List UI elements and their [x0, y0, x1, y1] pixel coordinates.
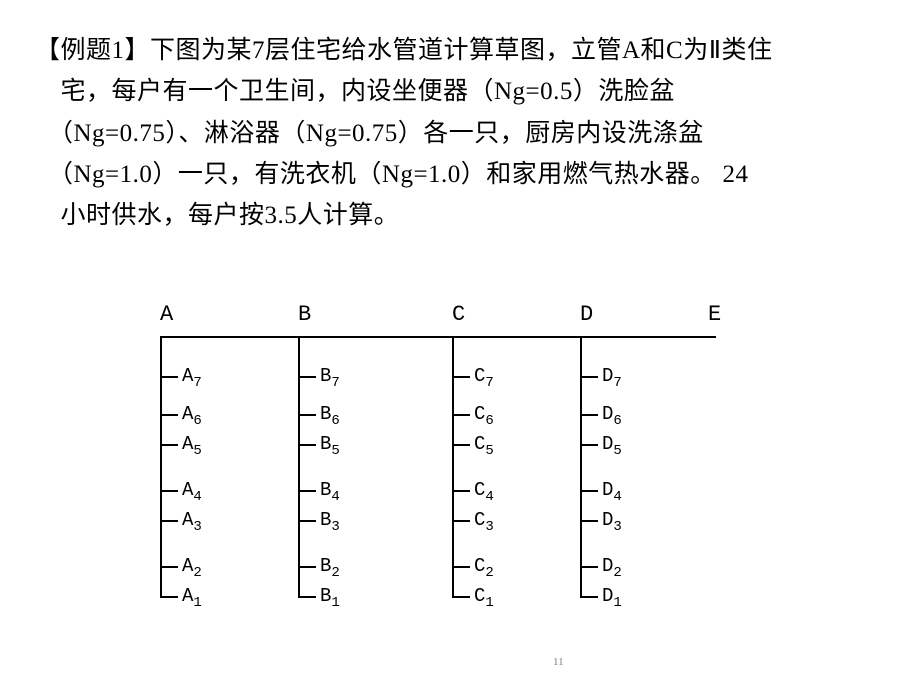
- branch-label: D1: [602, 585, 622, 611]
- problem-line: （Ng=1.0）一只，有洗衣机（Ng=1.0）和家用燃气热水器。 24: [35, 154, 885, 195]
- branch-label: D2: [602, 555, 622, 581]
- problem-text: 【例题1】下图为某7层住宅给水管道计算草图，立管A和C为Ⅱ类住 宅，每户有一个卫…: [35, 30, 885, 236]
- problem-line: （Ng=0.75）、淋浴器（Ng=0.75）各一只，厨房内设洗涤盆: [35, 113, 885, 154]
- branch-label: C1: [474, 585, 494, 611]
- header-label: C: [452, 302, 465, 327]
- branch-tick: [298, 490, 316, 492]
- problem-line: 【例题1】下图为某7层住宅给水管道计算草图，立管A和C为Ⅱ类住: [35, 30, 885, 71]
- branch-label: A2: [182, 555, 202, 581]
- branch-label: D3: [602, 509, 622, 535]
- problem-line: 宅，每户有一个卫生间，内设坐便器（Ng=0.5）洗脸盆: [35, 71, 885, 112]
- branch-label: C5: [474, 433, 494, 459]
- branch-tick: [580, 444, 598, 446]
- branch-tick: [580, 376, 598, 378]
- branch-tick: [452, 520, 470, 522]
- branch-tick: [580, 490, 598, 492]
- branch-tick: [298, 596, 316, 598]
- header-labels-row: A B C D E: [148, 302, 738, 334]
- branch-label: B7: [320, 365, 340, 391]
- branch-label: A4: [182, 479, 202, 505]
- piping-diagram: A B C D E A7 A6 A5 A4 A3 A2 A1 B7 B6 B5 B4 B3 B2 B1 C7 C6 C5…: [148, 302, 738, 656]
- branch-tick: [160, 596, 178, 598]
- branch-tick: [160, 490, 178, 492]
- branch-label: A1: [182, 585, 202, 611]
- branch-label: A7: [182, 365, 202, 391]
- branch-tick: [452, 490, 470, 492]
- main-horizontal-pipe: [160, 336, 716, 338]
- branch-tick: [160, 376, 178, 378]
- branch-tick: [580, 520, 598, 522]
- branch-label: B6: [320, 403, 340, 429]
- riser-vertical-line: [580, 336, 582, 596]
- branch-label: A6: [182, 403, 202, 429]
- branch-label: B4: [320, 479, 340, 505]
- branch-label: C2: [474, 555, 494, 581]
- page-number: 11: [553, 656, 564, 668]
- branch-tick: [298, 414, 316, 416]
- branch-tick: [160, 414, 178, 416]
- branch-label: B1: [320, 585, 340, 611]
- branch-label: D5: [602, 433, 622, 459]
- branch-tick: [452, 596, 470, 598]
- branch-tick: [580, 414, 598, 416]
- branch-label: B5: [320, 433, 340, 459]
- branch-label: C3: [474, 509, 494, 535]
- branch-label: B3: [320, 509, 340, 535]
- branch-tick: [160, 566, 178, 568]
- risers-area: A7 A6 A5 A4 A3 A2 A1 B7 B6 B5 B4 B3 B2 B1 C7 C6 C5 C4 C3 C2…: [148, 336, 738, 656]
- branch-tick: [160, 520, 178, 522]
- riser-vertical-line: [298, 336, 300, 596]
- branch-tick: [580, 566, 598, 568]
- riser-vertical-line: [452, 336, 454, 596]
- branch-label: C7: [474, 365, 494, 391]
- branch-label: D4: [602, 479, 622, 505]
- branch-tick: [452, 566, 470, 568]
- branch-label: D7: [602, 365, 622, 391]
- branch-tick: [160, 444, 178, 446]
- branch-tick: [452, 376, 470, 378]
- problem-line: 小时供水，每户按3.5人计算。: [35, 195, 885, 236]
- branch-label: A5: [182, 433, 202, 459]
- branch-tick: [298, 566, 316, 568]
- header-label: D: [580, 302, 593, 327]
- branch-label: B2: [320, 555, 340, 581]
- branch-label: C6: [474, 403, 494, 429]
- branch-tick: [298, 520, 316, 522]
- branch-label: D6: [602, 403, 622, 429]
- branch-tick: [298, 444, 316, 446]
- riser-vertical-line: [160, 336, 162, 596]
- header-label: E: [708, 302, 721, 327]
- header-label: B: [298, 302, 311, 327]
- branch-tick: [452, 414, 470, 416]
- header-label: A: [160, 302, 173, 327]
- branch-tick: [298, 376, 316, 378]
- branch-label: C4: [474, 479, 494, 505]
- branch-label: A3: [182, 509, 202, 535]
- branch-tick: [580, 596, 598, 598]
- branch-tick: [452, 444, 470, 446]
